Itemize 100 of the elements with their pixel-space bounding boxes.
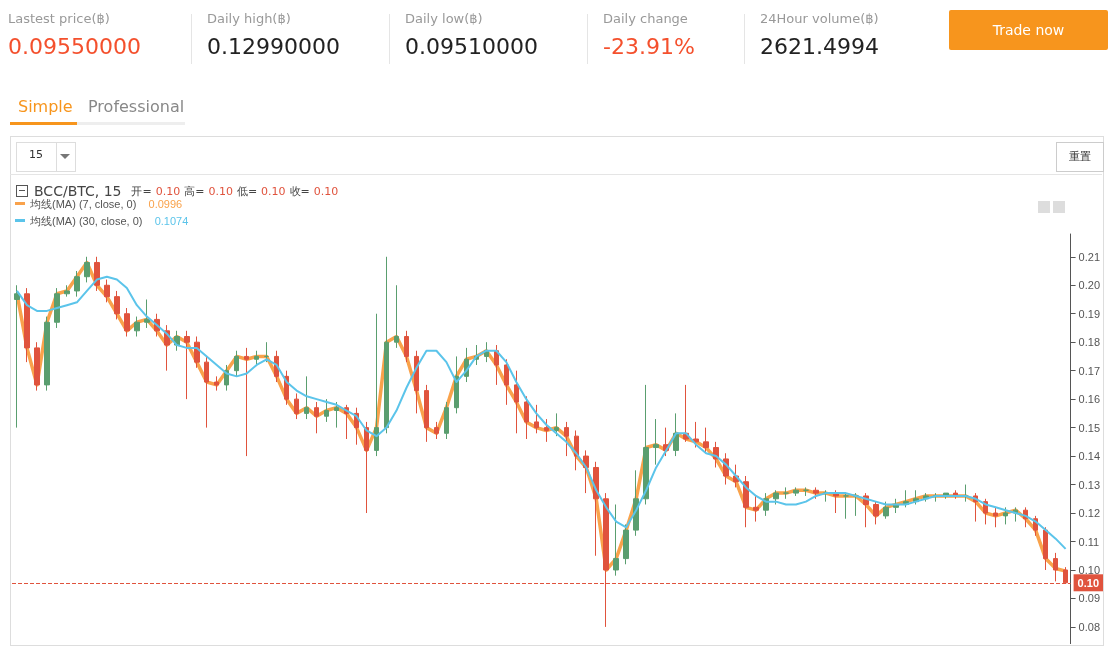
candlestick bbox=[64, 284, 70, 298]
candlestick bbox=[673, 412, 679, 457]
candlestick bbox=[54, 287, 60, 329]
candlestick bbox=[184, 330, 190, 400]
candlestick bbox=[773, 489, 779, 505]
candlestick bbox=[34, 341, 40, 392]
text: 重置 bbox=[1056, 142, 1104, 172]
text: 高= bbox=[184, 183, 205, 199]
text: 收= bbox=[289, 183, 310, 199]
y-tick-label: 0.19 bbox=[1078, 307, 1101, 320]
text: 0.10 bbox=[313, 184, 339, 198]
text: 2621.4994 bbox=[760, 34, 879, 59]
candlestick bbox=[743, 475, 749, 528]
text: Daily change bbox=[603, 11, 688, 26]
candlestick bbox=[564, 421, 569, 457]
candlestick bbox=[1053, 552, 1058, 582]
candlestick bbox=[813, 486, 819, 500]
y-tick-label: 0.13 bbox=[1078, 478, 1101, 491]
candlestick bbox=[304, 375, 309, 420]
text: Trade now bbox=[949, 10, 1108, 50]
text: Simple bbox=[18, 97, 73, 116]
candlestick bbox=[374, 313, 379, 457]
candlestick bbox=[44, 316, 50, 392]
candlestick bbox=[114, 290, 120, 320]
text: 0.10 bbox=[208, 184, 233, 198]
y-tick-label: 0.21 bbox=[1078, 250, 1101, 263]
y-tick-label: 0.20 bbox=[1078, 279, 1101, 292]
chart-title: BCC/BTC, 15 bbox=[34, 183, 122, 199]
legend-label: 均线(MA) (30, close, 0) bbox=[29, 214, 143, 227]
text: 24Hour volume(฿) bbox=[760, 11, 879, 26]
candlestick bbox=[793, 486, 799, 497]
y-tick-label: 0.10 bbox=[1078, 563, 1101, 576]
candlestick bbox=[494, 344, 499, 386]
candlestick bbox=[643, 384, 649, 505]
candlestick bbox=[993, 506, 998, 528]
candlestick bbox=[74, 270, 80, 298]
candlestick bbox=[144, 298, 150, 329]
candlestick bbox=[124, 307, 130, 337]
candlestick bbox=[324, 398, 329, 423]
candlestick bbox=[204, 355, 209, 429]
candlestick bbox=[94, 256, 100, 292]
candlestick bbox=[404, 330, 409, 363]
candlestick bbox=[544, 418, 549, 443]
y-tick-label: 0.09 bbox=[1078, 592, 1101, 605]
candlestick bbox=[24, 287, 30, 363]
candlestick bbox=[853, 492, 859, 517]
candlestick bbox=[234, 350, 239, 377]
candlestick bbox=[803, 486, 809, 497]
text: Professional bbox=[88, 97, 185, 116]
candlestick bbox=[254, 350, 259, 366]
candlestick bbox=[384, 256, 389, 434]
text: Lastest price(฿) bbox=[8, 11, 110, 26]
text: Daily low(฿) bbox=[405, 11, 483, 26]
candlestick bbox=[84, 256, 90, 283]
candlestick bbox=[574, 429, 579, 471]
candlestick bbox=[244, 347, 249, 457]
y-tick-label: 0.15 bbox=[1078, 421, 1101, 434]
candlestick bbox=[434, 421, 439, 440]
text: 0.12990000 bbox=[207, 34, 340, 59]
candlestick bbox=[873, 501, 879, 525]
text: 0.0996 bbox=[148, 197, 183, 210]
candlestick bbox=[623, 523, 629, 565]
candlestick bbox=[394, 284, 399, 349]
candlestick bbox=[1003, 506, 1008, 525]
candlestick bbox=[514, 370, 519, 434]
text: -23.91% bbox=[603, 34, 695, 59]
candlestick bbox=[883, 501, 889, 520]
candlestick bbox=[264, 341, 269, 363]
text: 低= bbox=[236, 183, 258, 199]
candlestick bbox=[314, 401, 319, 434]
candlestick bbox=[424, 384, 429, 443]
candlestick bbox=[504, 358, 509, 406]
text: 开= bbox=[131, 183, 152, 199]
candlestick bbox=[753, 495, 759, 523]
text: 0.10 bbox=[261, 184, 286, 198]
text: 0.09550000 bbox=[8, 34, 141, 59]
legend-label: 均线(MA) (7, close, 0) bbox=[29, 197, 137, 210]
candlestick bbox=[454, 355, 459, 414]
candlestick bbox=[843, 492, 849, 520]
y-tick-label: 0.14 bbox=[1078, 450, 1101, 463]
text: 0.10 bbox=[155, 184, 181, 198]
candlestick bbox=[613, 503, 619, 577]
candlestick bbox=[534, 404, 539, 434]
candlestick bbox=[334, 401, 339, 429]
candlestick bbox=[134, 316, 140, 337]
candlestick bbox=[963, 484, 968, 503]
y-tick-label: 0.11 bbox=[1078, 535, 1100, 548]
text: 15 bbox=[29, 148, 43, 161]
text: Daily high(฿) bbox=[207, 11, 291, 26]
y-tick-label: 0.16 bbox=[1078, 393, 1101, 406]
candlestick bbox=[783, 486, 789, 500]
candlestick bbox=[104, 279, 110, 303]
y-tick-label: 0.08 bbox=[1078, 620, 1101, 633]
y-tick-label: 0.12 bbox=[1078, 507, 1101, 520]
candlestick bbox=[524, 395, 529, 440]
candlestick bbox=[294, 392, 299, 420]
candlestick bbox=[214, 375, 219, 392]
candlestick bbox=[1043, 526, 1048, 571]
y-tick-label: 0.17 bbox=[1078, 364, 1101, 377]
candlestick bbox=[653, 418, 659, 466]
